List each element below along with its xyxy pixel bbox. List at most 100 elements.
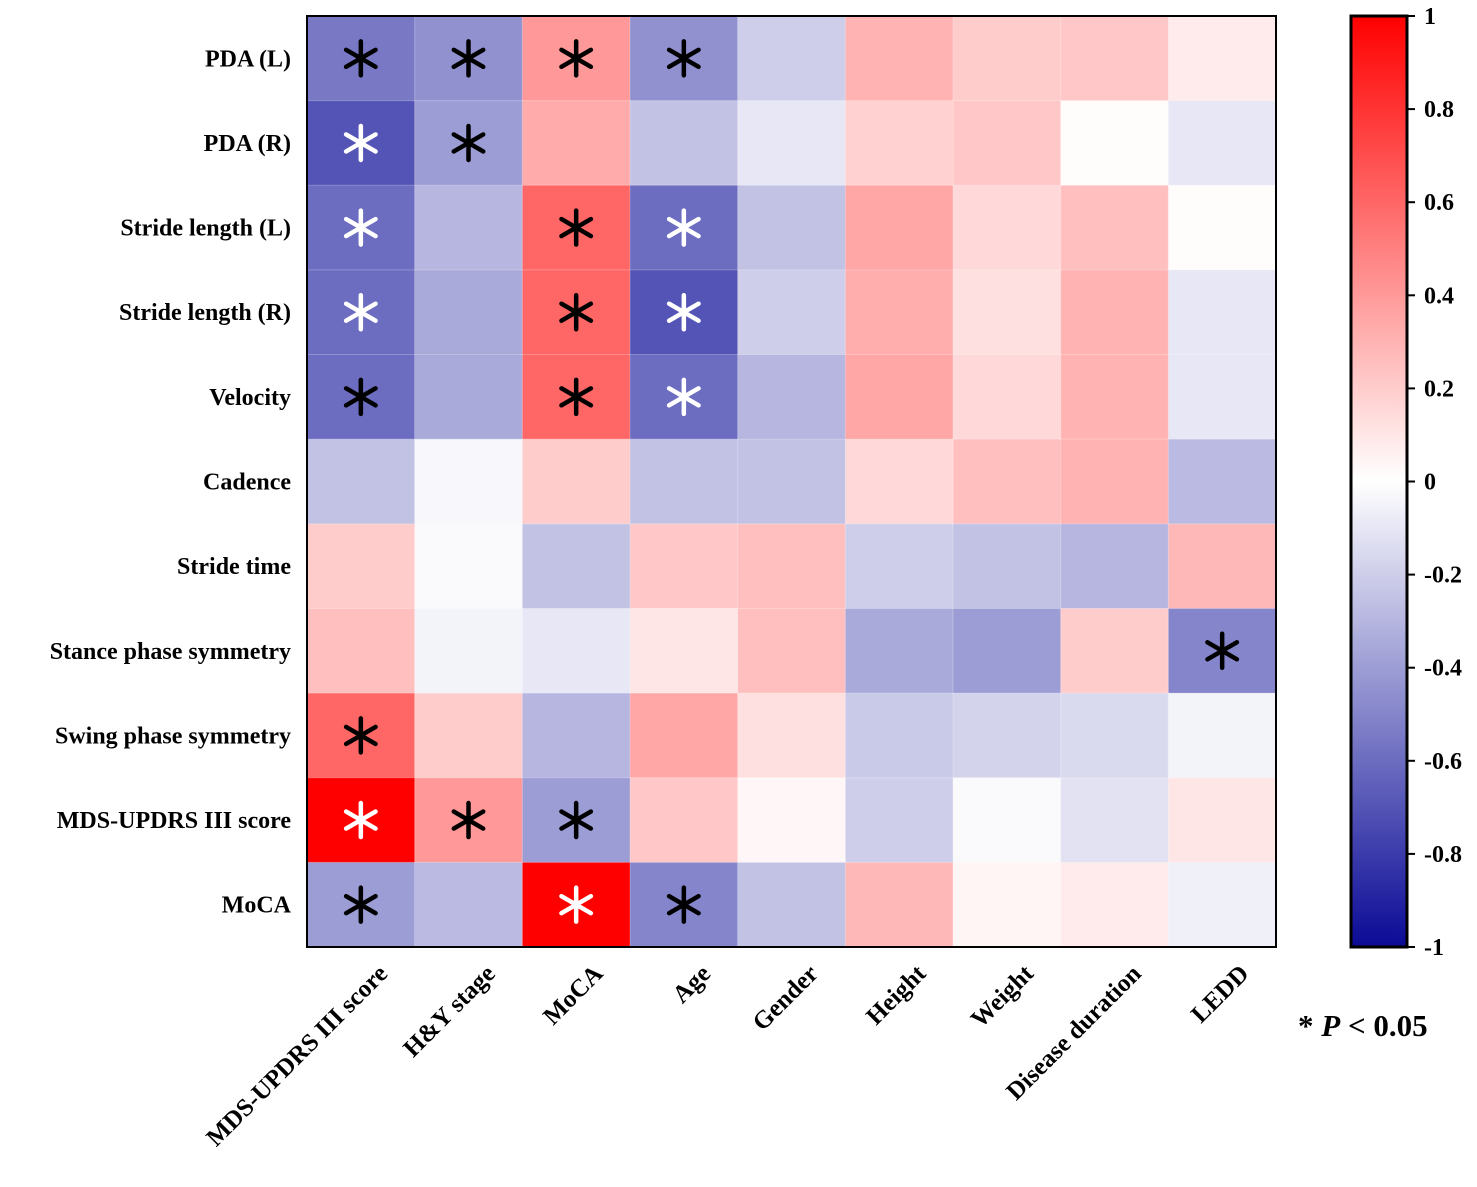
row-label: Stride length (L) <box>120 216 291 242</box>
colorbar-tick-label: -0.4 <box>1424 656 1462 682</box>
heatmap-cell <box>1060 777 1169 863</box>
column-label: H&Y stage <box>398 960 500 1062</box>
heatmap-cell <box>737 16 846 102</box>
colorbar <box>1349 14 1409 949</box>
heatmap-cell <box>737 523 846 609</box>
colorbar-tick-label: -0.6 <box>1424 749 1462 775</box>
column-label: LEDD <box>1186 960 1254 1028</box>
heatmap-cell <box>845 185 954 271</box>
heatmap-cell <box>953 439 1062 525</box>
significance-marker <box>343 123 378 163</box>
heatmap-cell <box>1060 608 1169 694</box>
heatmap-cell <box>953 185 1062 271</box>
heatmap-cell <box>1060 523 1169 609</box>
row-label: MoCA <box>222 893 292 919</box>
heatmap-cell <box>953 16 1062 102</box>
heatmap-cell <box>522 100 631 186</box>
heatmap-cell <box>522 608 631 694</box>
significance-marker <box>666 292 701 332</box>
significance-marker <box>666 39 701 78</box>
heatmap-cell <box>845 777 954 863</box>
significance-marker <box>343 800 378 840</box>
row-label: Swing phase symmetry <box>55 723 291 749</box>
heatmap-cell <box>630 523 739 609</box>
heatmap-cell <box>845 16 954 102</box>
colorbar-tick-label: 1 <box>1424 4 1436 30</box>
heatmap-cell <box>307 523 416 609</box>
colorbar-tick-label: 0.4 <box>1424 283 1454 309</box>
heatmap-cell <box>1060 439 1169 525</box>
heatmap-cell <box>522 439 631 525</box>
heatmap-cell <box>845 269 954 356</box>
heatmap-cell <box>953 608 1062 694</box>
heatmap-cell <box>953 777 1062 863</box>
row-label: Stance phase symmetry <box>50 639 291 665</box>
heatmap-cell <box>414 608 523 694</box>
legend-star: * <box>1298 1008 1321 1043</box>
heatmap-cell <box>1060 862 1169 948</box>
column-label: Weight <box>966 960 1040 1034</box>
heatmap-cell <box>522 693 631 779</box>
heatmap-cell <box>1060 185 1169 271</box>
heatmap-cell <box>953 269 1062 356</box>
row-label: Velocity <box>209 385 291 411</box>
colorbar-tick-label: -0.8 <box>1424 842 1462 868</box>
significance-marker <box>559 377 594 417</box>
heatmap-cell <box>1168 185 1277 271</box>
colorbar-tick-label: 0.6 <box>1424 190 1454 216</box>
heatmap-cell <box>953 862 1062 948</box>
heatmap-cell <box>845 100 954 186</box>
heatmap-cell <box>1168 269 1277 356</box>
significance-marker <box>343 208 378 247</box>
row-label: Cadence <box>203 470 291 496</box>
significance-marker <box>451 123 486 163</box>
heatmap-cell <box>845 862 954 948</box>
heatmap-cell <box>1168 693 1277 779</box>
legend-p: P <box>1320 1008 1341 1043</box>
heatmap-cell <box>953 693 1062 779</box>
heatmap-cell <box>414 862 523 948</box>
heatmap-cell <box>630 608 739 694</box>
heatmap-cell <box>845 354 954 440</box>
heatmap-cell <box>1060 354 1169 440</box>
heatmap-cell <box>1168 777 1277 863</box>
row-label: MDS-UPDRS III score <box>57 808 292 834</box>
heatmap-cell <box>1168 862 1277 948</box>
heatmap-cell <box>1060 693 1169 779</box>
heatmap-cell <box>845 523 954 609</box>
heatmap-cell <box>737 100 846 186</box>
significance-marker <box>666 377 701 417</box>
heatmap-cell <box>414 523 523 609</box>
colorbar-tick-label: -1 <box>1424 935 1444 961</box>
heatmap-cell <box>737 862 846 948</box>
heatmap-cell <box>414 185 523 271</box>
significance-marker <box>559 292 594 332</box>
heatmap-cell <box>737 185 846 271</box>
heatmap-cell <box>522 523 631 609</box>
heatmap-cell <box>1168 439 1277 525</box>
heatmap-cell <box>414 269 523 356</box>
significance-marker <box>559 208 594 247</box>
plot-border <box>306 15 1277 948</box>
row-label: Stride length (R) <box>119 300 291 326</box>
heatmap-cell <box>1168 354 1277 440</box>
significance-marker <box>343 292 378 332</box>
heatmap-cell <box>953 100 1062 186</box>
heatmap-cell <box>845 693 954 779</box>
significance-marker <box>666 885 701 924</box>
legend-threshold: < 0.05 <box>1340 1008 1427 1043</box>
heatmap-cell <box>845 439 954 525</box>
column-label: Gender <box>748 960 824 1036</box>
heatmap-cell <box>414 693 523 779</box>
heatmap-cell <box>737 777 846 863</box>
significance-marker <box>451 39 486 78</box>
significance-marker <box>343 39 378 78</box>
heatmap-cell <box>737 439 846 525</box>
heatmap-cell <box>630 693 739 779</box>
heatmap-cell <box>307 608 416 694</box>
heatmap-cell <box>1168 523 1277 609</box>
heatmap-cell <box>737 693 846 779</box>
column-label: Age <box>668 960 717 1009</box>
colorbar-tick-label: 0 <box>1424 470 1436 496</box>
significance-marker <box>1205 631 1240 671</box>
